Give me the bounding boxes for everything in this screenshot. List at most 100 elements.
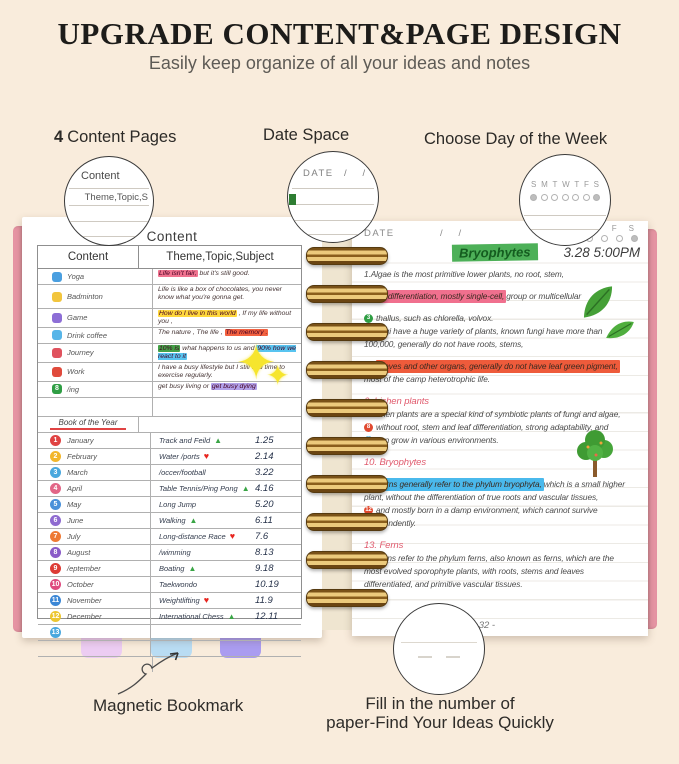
highlight-fragment <box>289 194 296 205</box>
activity-name: International Chess <box>159 611 224 621</box>
date-value: 5.20 <box>255 498 274 510</box>
note-text: 6. Lichen plants <box>364 396 429 407</box>
day-letter: T <box>552 180 558 189</box>
activity-name: Taekwondo <box>159 579 198 589</box>
day-circle <box>593 194 600 201</box>
spiral-coil <box>306 437 388 455</box>
note-text: thallus, such as chlorella, volvox. <box>376 313 494 323</box>
day-letter: M <box>541 180 548 189</box>
month-number: 9 <box>50 562 61 574</box>
coffee-cup-icon <box>52 330 62 341</box>
left-page: Content Content Theme,Topic,Subject Yoga… <box>22 217 322 672</box>
right-page: DATE / / TFS Bryophytes 3.28 5:00PM 1.Al… <box>352 221 648 636</box>
note-line: differentiated, and primitive vascular t… <box>364 578 646 591</box>
month-row: 2 February Water /ports ♥ 2.14 <box>38 448 301 465</box>
table-row: Yoga Life isn't fair, but it's still good… <box>38 269 301 285</box>
activity-name: Weightlifting <box>159 595 200 605</box>
callout-circle-date: DATE / / <box>287 151 379 243</box>
month-row: 11 November Weightlifting ♥ 11.9 <box>38 592 301 609</box>
table-row: Journey 10% is what happens to us and 90%… <box>38 343 301 363</box>
activity-name: Table Tennis/Ping Pong <box>159 483 238 493</box>
note-line: 100,000, generally do not have roots, st… <box>364 338 646 351</box>
fill-number-label-line2: paper-Find Your Ideas Quickly <box>326 713 554 732</box>
note-line: most of the camp heterotrophic life. <box>364 373 646 386</box>
day-letter: F <box>584 180 589 189</box>
month-name: June <box>67 515 84 525</box>
spiral-coil <box>306 551 388 569</box>
day-circle <box>631 235 638 242</box>
month-number: 10 <box>50 578 61 590</box>
note-text: and mostly born in a damp environment, w… <box>376 505 598 515</box>
month-number: 3 <box>50 466 61 478</box>
day-circle <box>572 194 579 201</box>
note-text: independently. <box>364 518 416 528</box>
day-circle <box>616 235 623 242</box>
day-circle <box>540 194 548 201</box>
note-text: 100,000, generally do not have roots, st… <box>364 339 524 349</box>
triangle-icon: ▲ <box>189 515 198 525</box>
note-text: differentiated, and primitive vascular t… <box>364 579 523 589</box>
day-letter: F <box>611 224 617 233</box>
month-name: February <box>67 451 98 461</box>
triangle-icon: ▲ <box>241 483 250 493</box>
heart-icon: ♥ <box>229 531 236 542</box>
month-number: 8 <box>50 546 61 558</box>
date-value: 10.19 <box>255 578 279 590</box>
page-edge-line <box>401 642 477 643</box>
date-value: 2.14 <box>255 450 274 462</box>
day-circle <box>561 194 569 201</box>
content-pages-text: Content Pages <box>67 128 177 146</box>
note-line: 10. Bryophytes <box>364 456 646 469</box>
note-text: can grow in various environments. <box>376 435 499 445</box>
callout-circle-content: Content Theme,Topic,S <box>64 156 154 246</box>
note-text: 10. Bryophytes <box>364 457 426 468</box>
note-line: 5leaves and other organs, generally do n… <box>364 360 646 373</box>
activity-label: Work <box>67 367 85 377</box>
note-line: 14.Ferns refer to the phylum ferns, also… <box>364 552 646 565</box>
month-name: April <box>67 483 83 493</box>
activity-name: Long Jump <box>159 499 197 509</box>
sparkle-icon: ✦ <box>236 337 277 390</box>
day-letter: S <box>628 224 634 233</box>
month-number: 13 <box>50 626 61 638</box>
triangle-icon: ▲ <box>227 611 236 621</box>
month-name: October <box>67 579 94 589</box>
month-number: 4 <box>50 482 61 494</box>
note-line: 1.Algae is the most primitive lower plan… <box>364 268 646 281</box>
note-text: leaves and other organs, generally do no… <box>376 360 620 373</box>
heart-icon: ♥ <box>203 595 210 606</box>
month-row: 8 August/wimming 8.13 <box>38 544 301 561</box>
date-value: 1.25 <box>255 434 274 446</box>
theme-text: but it's still good. <box>197 270 250 277</box>
activity-label: Game <box>67 313 88 323</box>
notebook-cover-right-edge <box>647 229 657 629</box>
note-text: 14.Ferns refer to the phylum ferns, also… <box>364 553 614 563</box>
date-value: 6.11 <box>255 514 273 526</box>
theme-text: The memory . <box>224 328 269 336</box>
note-line: 6. Lichen plants <box>364 395 646 408</box>
activity-label: Drink coffee <box>67 330 108 340</box>
note-text: 13. Ferns <box>364 540 404 551</box>
theme-text: 10% is <box>158 344 181 352</box>
table-row-divider: Book of the Year <box>38 416 301 433</box>
briefcase-icon <box>52 366 62 377</box>
date-value: 4.16 <box>255 482 274 494</box>
note-text: which is a small higher <box>543 479 625 489</box>
table-header-theme: Theme,Topic,Subject <box>166 251 274 263</box>
callout-date-label: DATE <box>303 168 334 179</box>
feature-label-content-pages: 4 Content Pages <box>54 128 176 147</box>
table-header-row: Content Theme,Topic,Subject <box>38 246 301 269</box>
month-row: 7 July Long-distance Race ♥ 7.6 <box>38 528 301 545</box>
day-circle <box>582 194 590 201</box>
curved-arrow-icon <box>117 652 179 695</box>
blank-number-dash <box>418 656 432 658</box>
note-line: plant, without the differentiation of tr… <box>364 491 646 504</box>
note-line: 7.Lichen plants are a special kind of sy… <box>364 408 646 421</box>
month-row: 1 January Track and Feild ▲ 1.25 <box>38 432 301 449</box>
table-row: 8/ing get busy living or get busy dying <box>38 381 301 398</box>
spiral-coil <box>306 361 388 379</box>
day-circle <box>601 235 608 242</box>
date-value: 12.11 <box>255 610 279 622</box>
blank-number-dash <box>446 656 460 658</box>
